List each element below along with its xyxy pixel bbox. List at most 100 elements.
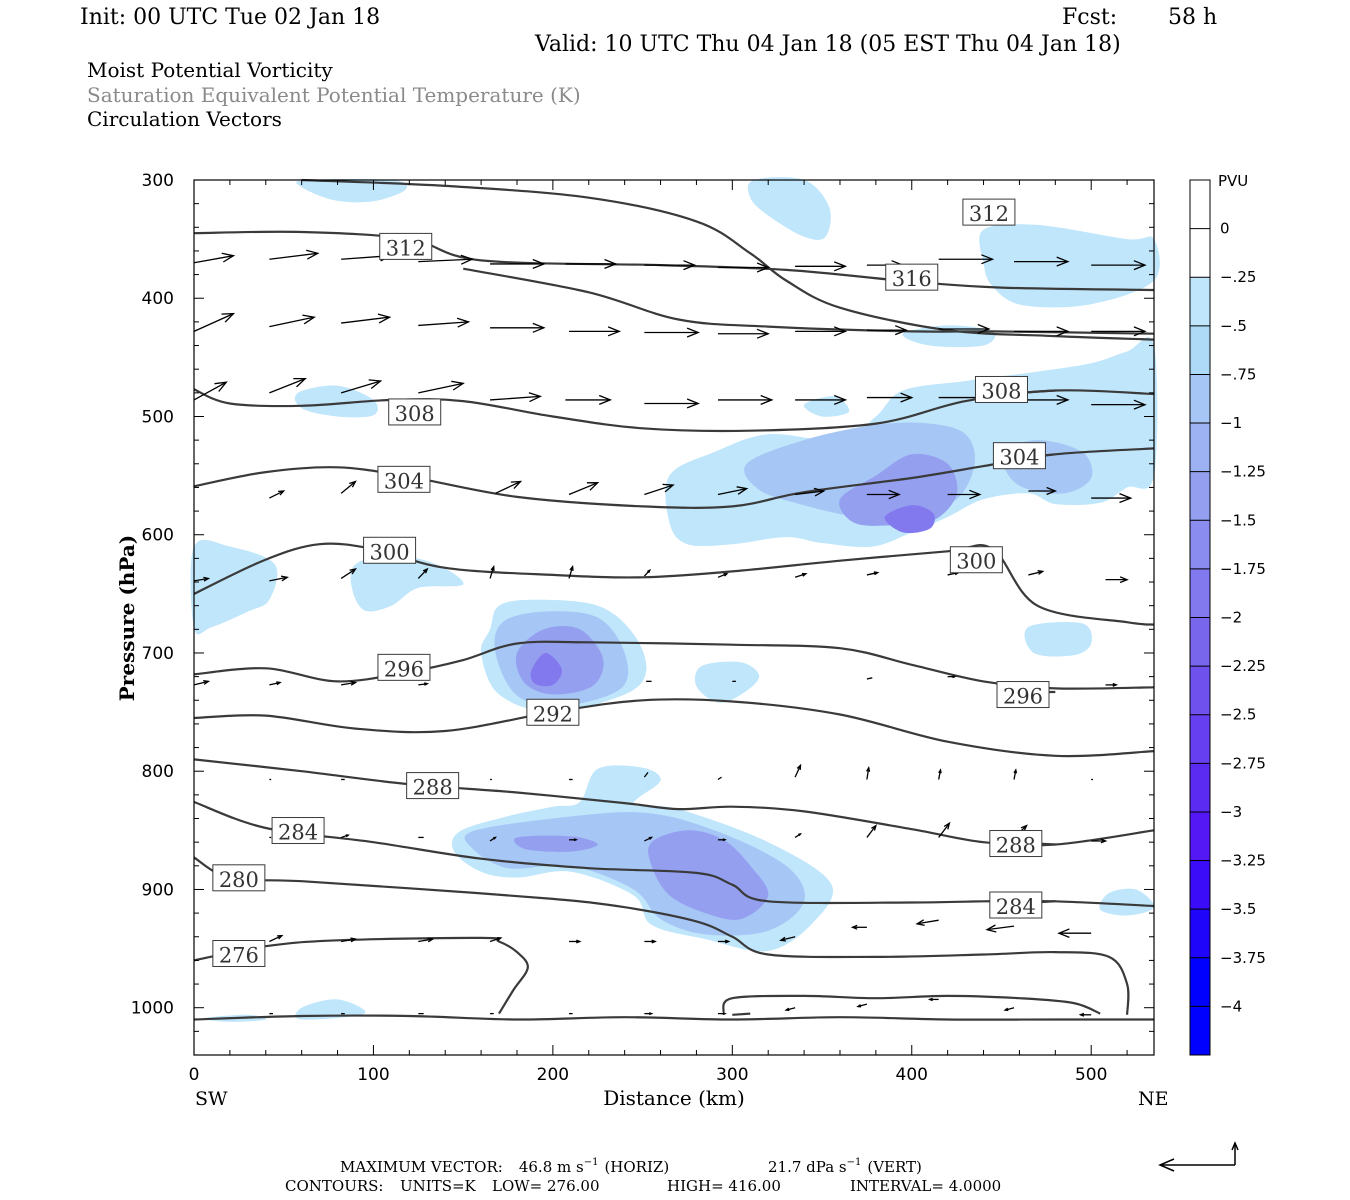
vector-head [349,568,357,575]
circulation-vector [1105,682,1119,687]
vector-head [350,937,358,943]
circulation-vector [490,322,546,333]
vector-head [873,571,880,576]
colorbar-label: −2.75 [1220,754,1266,772]
mpv-region [1024,622,1092,657]
circulation-vector [985,924,1015,933]
theta-es-contour [193,640,1155,690]
contour-label: 300 [949,546,1003,574]
circulation-vector [794,763,802,778]
contour-label-box [363,536,417,564]
vector-shaft [418,321,469,327]
circulation-vector [1078,1012,1092,1017]
circulation-vector [866,765,871,780]
x-end-right: NE [1138,1088,1169,1110]
vector-head [894,325,909,336]
vector-head [683,260,697,271]
contour-label: 296 [996,681,1050,709]
circulation-vector [1091,399,1147,410]
x-tick-label: 300 [716,1065,748,1085]
circulation-vector [489,565,495,579]
y-tick-label: 900 [142,880,174,900]
y-tick-label: 300 [142,171,174,191]
vector-head [349,480,357,488]
contours-interval: INTERVAL= 4.0000 [850,1177,1001,1195]
pv-colorbar: PVU 0 −.25 −.5 −.75 −1 −1.25 −1.5 −1.75 −2 −2.25 −… [1189,172,1266,1056]
circulation-vector [1003,1007,1015,1012]
colorbar-label: −4 [1220,997,1242,1015]
vector-shaft [193,313,234,332]
circulation-vector [269,249,320,260]
circulation-vector [794,832,802,838]
contour-label: 300 [363,536,417,564]
circulation-vector [418,380,465,394]
vector-head [368,379,383,390]
contour-label-text: 308 [395,402,435,426]
vector-shaft [269,378,306,394]
contour-label: 316 [885,263,939,291]
colorbar-box [1190,568,1210,618]
circulation-vector [717,328,770,339]
vector-head [532,258,546,270]
vector-head [1119,492,1133,504]
circulation-vector [1091,260,1147,271]
mpv-region [350,554,464,612]
y-tick-label: 500 [142,407,174,427]
contour-label: 312 [379,232,433,260]
circulation-vector [1014,326,1070,337]
colorbar-label: −1 [1220,414,1242,432]
colorbar-label: −3.25 [1220,852,1266,870]
circulation-vector [418,317,471,328]
circulation-vector [1028,486,1058,496]
circulation-vector [938,254,995,265]
vector-shaft [495,480,521,494]
vector-shaft [795,490,824,496]
contour-label: 288 [406,772,460,800]
circulation-vector [569,939,582,944]
vector-head [573,838,578,842]
contours-low: LOW= 276.00 [492,1177,600,1195]
circulation-vector [418,682,430,686]
forecast-hour: 58 h [1168,5,1217,30]
vector-head [813,487,826,497]
vector-head [871,824,877,831]
contour-label-box [992,442,1046,470]
vector-head [203,679,211,685]
contour-label-box [212,939,266,967]
vector-head [350,680,358,686]
circulation-vector [795,487,826,497]
y-axis-title: Pressure (hPa) [115,535,139,702]
vector-head [1003,1007,1009,1012]
forecast-label: Fcst: [1062,5,1117,30]
vector-head [756,328,770,339]
contour-label: 312 [962,198,1016,226]
circulation-vector [644,483,675,496]
vector-head [1057,928,1070,939]
vector-shaft [340,380,381,394]
circulation-vector [947,489,982,500]
colorbar-label: −.75 [1220,365,1256,383]
vector-shaft [269,490,285,499]
circulation-vector [717,394,774,406]
vector-head [736,486,749,495]
x-tick-label: 200 [537,1065,569,1085]
circulation-vector [644,398,700,409]
vector-head [604,258,618,270]
vector-head [686,327,700,338]
contour-label: 296 [377,653,431,681]
field-mpv: Moist Potential Vorticity [87,58,333,82]
vector-head [927,997,933,1002]
mpv-region [747,177,831,240]
vector-head [784,1007,790,1012]
circulation-vector [927,997,939,1002]
colorbar-label: −1.25 [1220,463,1266,481]
circulation-vector [269,314,316,328]
vector-head [723,573,729,577]
contour-label-box [212,864,266,892]
circulation-vector [489,937,503,943]
circulation-vector [417,567,429,579]
theta-es-contours [193,178,1155,1021]
vector-head [598,394,613,406]
circulation-vector [779,936,796,942]
circulation-vector [193,312,236,332]
